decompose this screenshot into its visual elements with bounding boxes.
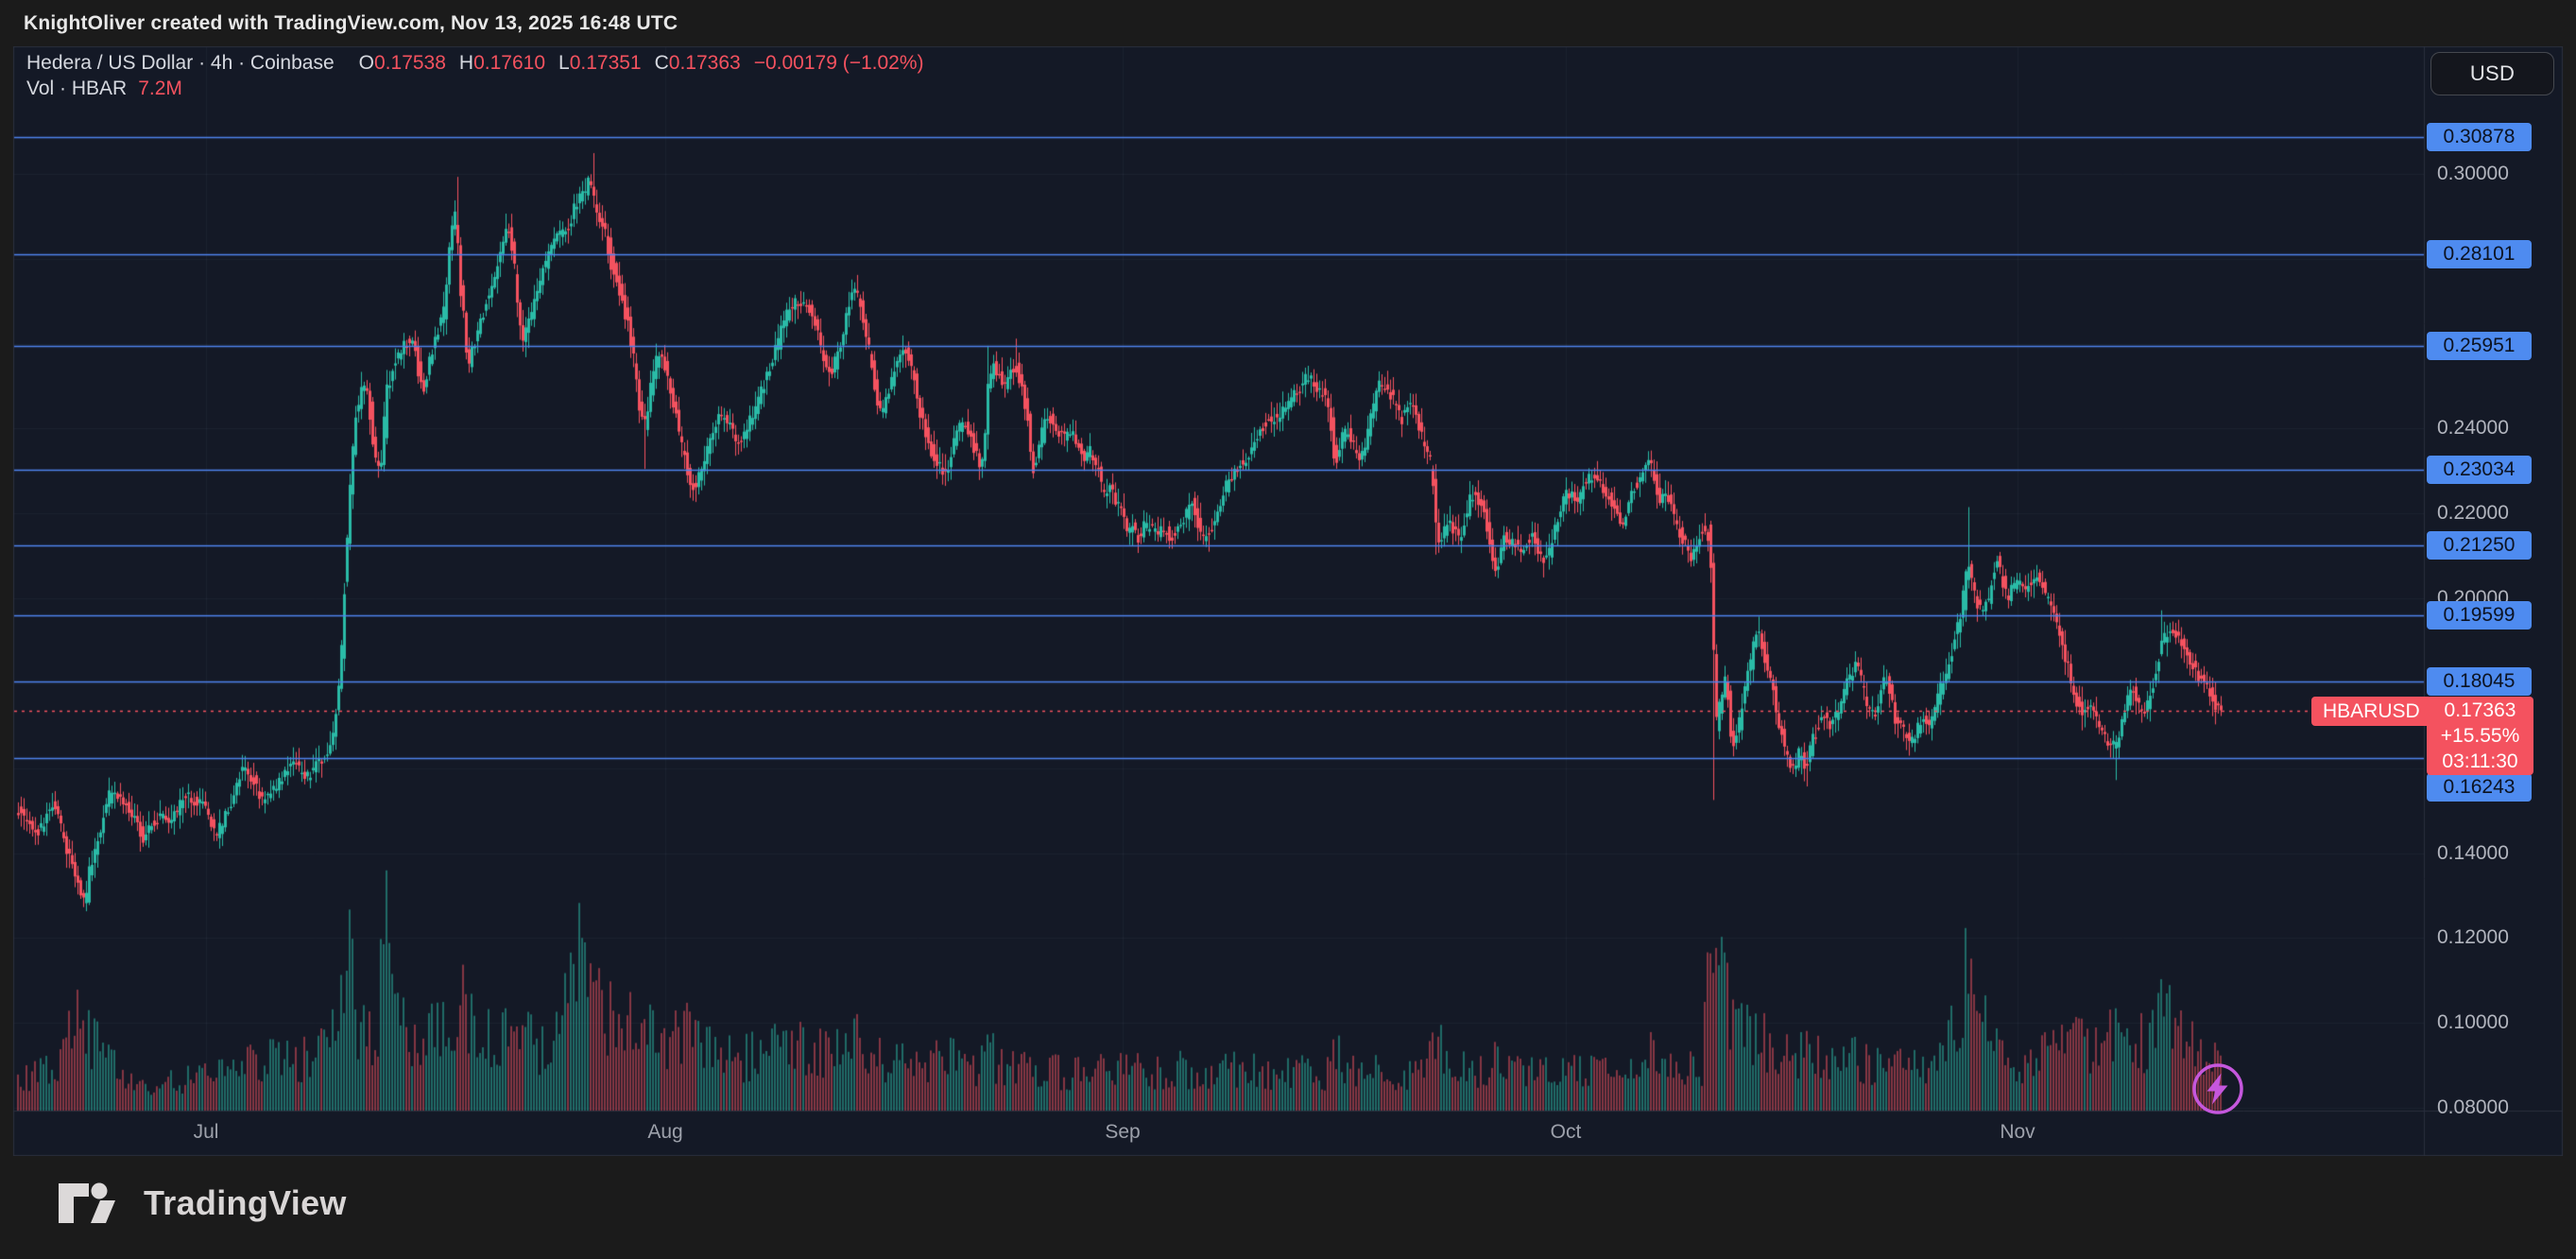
bar-countdown: 03:11:30 [2442, 750, 2518, 772]
time-tick-jul: Jul [193, 1121, 219, 1143]
flash-icon[interactable] [2190, 1061, 2246, 1117]
tradingview-wordmark: TradingView [144, 1183, 347, 1222]
time-tick-oct: Oct [1550, 1121, 1582, 1143]
currency-button[interactable]: USD [2430, 52, 2554, 95]
alert-price-label-0.28101: 0.28101 [2427, 240, 2532, 269]
time-tick-aug: Aug [647, 1121, 683, 1143]
last-price-change: +15.55% [2440, 725, 2520, 747]
volume-label: Vol · HBAR [26, 77, 128, 99]
legend-change: −0.00179 (−1.02%) [753, 51, 924, 74]
legend-h-value: H0.17610 [458, 51, 546, 74]
last-price-label: 0.17363 +15.55% 03:11:30 [2427, 697, 2533, 775]
price-tick-0.24000: 0.24000 [2437, 417, 2509, 440]
attribution-text: KnightOliver created with TradingView.co… [24, 12, 678, 34]
tradingview-logo[interactable]: TradingView [57, 1181, 347, 1225]
price-tick-0.14000: 0.14000 [2437, 841, 2509, 864]
last-price-value: 0.17363 [2444, 699, 2516, 721]
symbol-price-tag: HBARUSD [2311, 697, 2431, 726]
tradingview-mark-icon [59, 1182, 115, 1223]
alert-price-label-0.18045: 0.18045 [2427, 666, 2532, 696]
alert-price-label-0.25951: 0.25951 [2427, 331, 2532, 360]
price-tick-0.08000: 0.08000 [2437, 1096, 2509, 1119]
price-tick-0.30000: 0.30000 [2437, 163, 2509, 184]
chart-legend: Hedera / US Dollar · 4h · Coinbase O0.17… [26, 50, 924, 101]
top-bar: KnightOliver created with TradingView.co… [0, 0, 2576, 46]
alert-price-label-0.16243: 0.16243 [2427, 773, 2532, 802]
legend-volume-row: Vol · HBAR 7.2M [26, 76, 924, 101]
footer-bar [0, 1156, 2576, 1259]
legend-symbol-row: Hedera / US Dollar · 4h · Coinbase O0.17… [26, 50, 924, 76]
price-tick-0.22000: 0.22000 [2437, 502, 2509, 525]
symbol-title: Hedera / US Dollar · 4h · Coinbase [26, 51, 335, 74]
volume-value: 7.2M [138, 77, 182, 99]
legend-o-value: O0.17538 [358, 51, 446, 74]
price-tick-0.10000: 0.10000 [2437, 1011, 2509, 1034]
legend-ohlc: O0.17538 H0.17610 L0.17351 C0.17363 [359, 52, 754, 75]
alert-price-label-0.30878: 0.30878 [2427, 122, 2532, 151]
legend-l-value: L0.17351 [558, 51, 642, 74]
alert-price-label-0.19599: 0.19599 [2427, 601, 2532, 630]
time-tick-sep: Sep [1105, 1121, 1141, 1143]
legend-c-value: C0.17363 [654, 51, 741, 74]
price-tick-0.12000: 0.12000 [2437, 926, 2509, 949]
alert-price-label-0.21250: 0.21250 [2427, 530, 2532, 560]
time-tick-nov: Nov [2000, 1121, 2035, 1143]
alert-price-label-0.23034: 0.23034 [2427, 455, 2532, 484]
